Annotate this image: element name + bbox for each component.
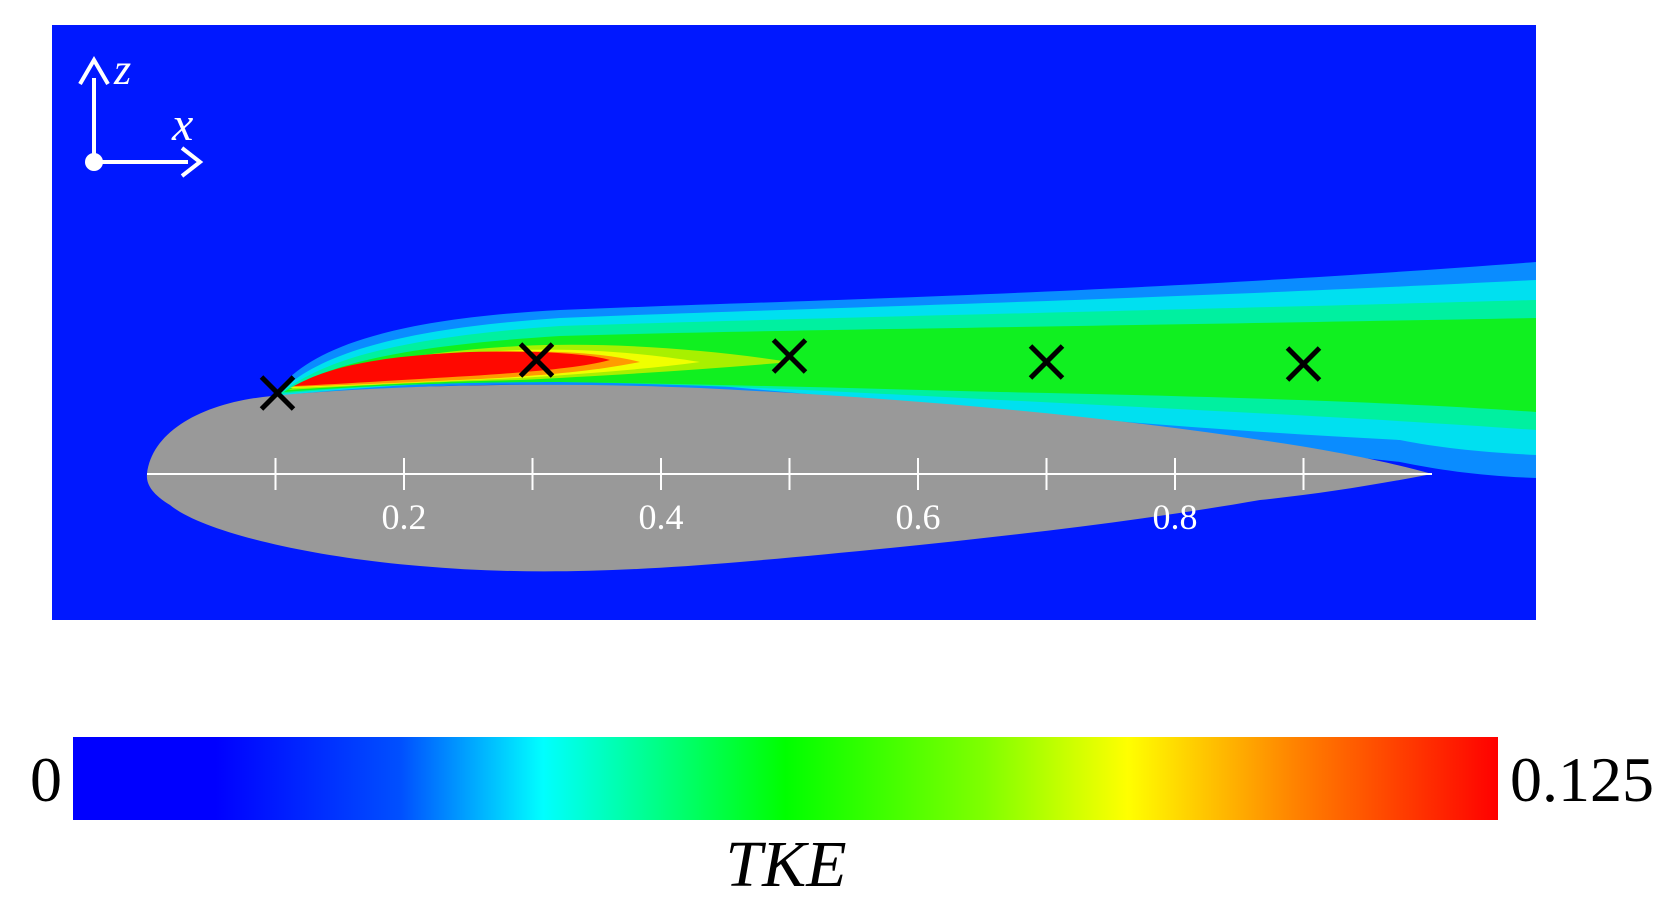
- probe-marker: [1285, 346, 1322, 382]
- colorbar-variable-label: TKE: [725, 828, 846, 901]
- chord-axis-tick-label: 0.8: [1153, 497, 1198, 537]
- coordinate-triad: z x: [78, 45, 204, 178]
- tke-field: [272, 262, 1536, 478]
- probe-markers: [259, 338, 1322, 411]
- tke-band-red: [294, 351, 610, 386]
- probe-marker-stroke: [1285, 346, 1322, 382]
- chord-axis: 0.2 0.4 0.6 0.8: [147, 458, 1432, 537]
- chord-axis-ticks: [274, 458, 1305, 490]
- z-axis-label: z: [113, 45, 131, 94]
- x-arrowhead-icon: [180, 146, 204, 178]
- z-arrowhead-icon: [78, 56, 110, 86]
- probe-marker-stroke: [518, 342, 555, 378]
- probe-marker-stroke: [1028, 344, 1065, 380]
- colorbar-bar: [73, 737, 1498, 820]
- probe-marker: [771, 338, 808, 374]
- chord-axis-tick-label: 0.2: [382, 497, 427, 537]
- probe-marker-stroke: [259, 375, 296, 411]
- tke-band-green: [284, 318, 1536, 412]
- probe-marker-stroke: [771, 338, 808, 374]
- probe-marker: [259, 375, 296, 411]
- x-axis-label: x: [171, 98, 193, 151]
- chord-axis-tick-label: 0.4: [639, 497, 684, 537]
- colorbar: 0 0.125 TKE: [30, 737, 1654, 901]
- chord-axis-tick-label: 0.6: [896, 497, 941, 537]
- chord-axis-tick-labels: 0.2 0.4 0.6 0.8: [382, 497, 1198, 537]
- colorbar-min-label: 0: [30, 744, 62, 815]
- colorbar-max-label: 0.125: [1510, 744, 1654, 815]
- contour-plot: 0.2 0.4 0.6 0.8 z x: [52, 25, 1536, 620]
- probe-marker: [1028, 344, 1065, 380]
- probe-marker: [518, 342, 555, 378]
